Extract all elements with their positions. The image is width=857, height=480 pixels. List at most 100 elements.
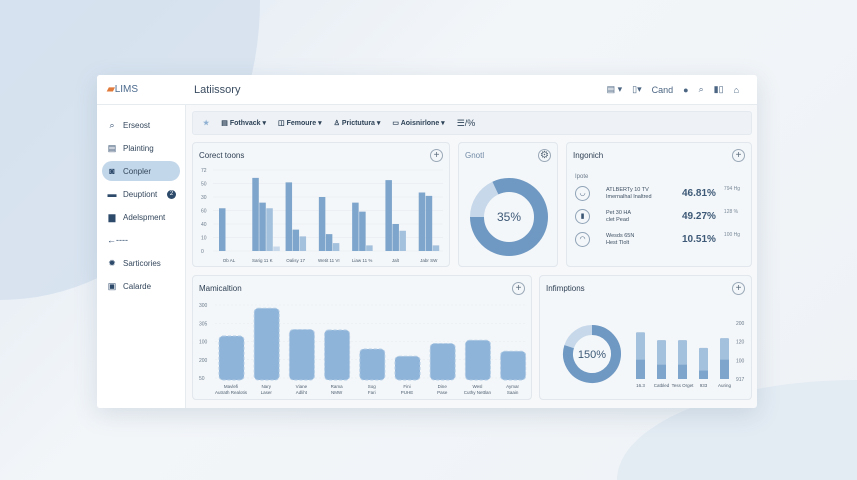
add-button[interactable]: + — [430, 149, 443, 162]
clipboard-icon[interactable]: ▯▾ — [632, 84, 642, 94]
card-corect-toons: Corect toons + 72 50 30 60 40 10 0 Ob AL Sarig 1… — [192, 142, 450, 267]
bar — [324, 329, 351, 381]
sidebar-item-sarticories[interactable]: ✹ Sarticories — [102, 253, 180, 273]
bar — [285, 182, 293, 251]
x-tick-label: Liaw 11 % — [352, 258, 372, 263]
bar — [500, 350, 527, 381]
logo-text: LIMS — [114, 84, 139, 95]
star-icon[interactable]: ★ — [203, 120, 210, 127]
rss-icon: ◙ — [109, 166, 115, 176]
y-tick-label: 100 — [736, 358, 745, 364]
app-window: ▰LIMS Latiissory ▤ ▾ ▯▾ Cand ● ⌕ ▮▯ ⌂ ⌕ E… — [97, 75, 757, 408]
bar — [399, 230, 406, 251]
arrow-left-icon: ←---- — [107, 235, 128, 245]
sidebar-item-label: Erseost — [123, 120, 151, 130]
metric-small: 128 % — [723, 208, 739, 215]
chart-icon[interactable]: ▮▯ — [713, 84, 724, 94]
sidebar: ⌕ Erseost ▤ Plainting ◙ Conpler ▬ Deuptiont 2… — [97, 105, 186, 408]
sidebar-item-plainting[interactable]: ▤ Plainting — [102, 138, 180, 158]
x-tick-label: Sarig 11 K — [252, 258, 273, 263]
bar-segment — [720, 359, 729, 379]
bar — [352, 202, 359, 251]
x-tick-label: Wetit 11 VI — [318, 258, 340, 263]
x-tick-label: Dine — [438, 384, 448, 389]
donut-and-bar-chart: 150% 200 120 100 917 16.3 Catbled Tess Orget 933… — [563, 321, 745, 388]
sidebar-item-label: Deuptiont — [123, 189, 158, 199]
add-button[interactable]: + — [732, 149, 745, 162]
x-tick-label: Laser — [261, 390, 273, 395]
metric-label: Pet 30 HA — [606, 209, 632, 216]
add-button[interactable]: + — [732, 282, 745, 295]
x-tick-label: Oalisy 17 — [286, 258, 305, 263]
x-tick-label: Adliht — [296, 390, 308, 395]
board-icon: ▆ — [108, 211, 116, 222]
x-tick-label: Autrath Realotis — [215, 390, 248, 395]
bar — [325, 234, 333, 251]
toolbar-aoisnirlone[interactable]: ▭ Aoisnirlone ▾ — [392, 120, 445, 127]
bar — [252, 177, 259, 251]
search-icon[interactable]: ⌕ — [698, 84, 704, 94]
document-icon[interactable]: ▤ ▾ — [606, 84, 623, 94]
metric-row: ▮ Pet 30 HA clet Pead 49.27% 128 % — [575, 209, 747, 224]
metric-value: 46.81% — [682, 188, 716, 199]
x-tick-label: 933 — [700, 383, 708, 388]
donut-center-label: 150% — [578, 349, 606, 361]
toolbar: ★ ▤ Fothvack ▾ ◫ Femoure ▾ ♙ Prictutura … — [192, 111, 752, 135]
bar — [366, 245, 373, 251]
x-tick-label: Jalt — [392, 258, 400, 263]
y-tick-label: 10 — [201, 236, 207, 242]
sidebar-item-conpler[interactable]: ◙ Conpler — [102, 161, 180, 181]
y-tick-label: 305 — [199, 321, 208, 327]
user-icon[interactable]: ● — [683, 84, 689, 95]
y-tick-label: 200 — [736, 321, 745, 327]
card-title: Infimptions — [546, 284, 585, 293]
calendar-icon: ▣ — [107, 280, 117, 291]
sidebar-item-label: Plainting — [123, 143, 154, 153]
metric-value: 10.51% — [682, 234, 716, 245]
bar-segment — [636, 359, 645, 379]
home-icon[interactable]: ⌂ — [733, 84, 739, 95]
bar — [429, 343, 456, 381]
y-tick-label: 0 — [201, 249, 204, 255]
header: ▰LIMS Latiissory ▤ ▾ ▯▾ Cand ● ⌕ ▮▯ ⌂ — [97, 75, 757, 105]
bar — [418, 192, 426, 251]
sidebar-item-label: Adelspment — [123, 212, 166, 222]
y-tick-label: 50 — [199, 376, 205, 382]
mail-icon: ▬ — [107, 189, 117, 199]
bar — [266, 208, 273, 251]
bar — [394, 355, 421, 381]
settings-button[interactable]: ⚙ — [538, 149, 551, 162]
gauge-icon: ◡ — [575, 186, 590, 201]
bar — [392, 224, 399, 251]
bar-chart-icon: ▮ — [575, 209, 590, 224]
add-button[interactable]: + — [512, 282, 525, 295]
bar — [464, 339, 491, 381]
card-gnotl: Gnotl ⚙ 35% — [458, 142, 558, 267]
y-tick-label: 50 — [201, 182, 207, 188]
sidebar-item-calarde[interactable]: ▣ Calarde — [102, 276, 180, 296]
notification-badge: 2 — [167, 189, 176, 199]
bar-segment — [678, 364, 687, 379]
toolbar-label: Aoisnirlone — [400, 120, 440, 127]
x-tick-label: Sog — [368, 384, 377, 389]
bar — [385, 180, 392, 251]
toolbar-prictutura[interactable]: ♙ Prictutura ▾ — [333, 120, 381, 127]
sidebar-collapse[interactable]: ←---- — [102, 230, 180, 250]
bar — [318, 197, 326, 251]
sidebar-item-deuptiont[interactable]: ▬ Deuptiont 2 — [102, 184, 180, 204]
page-title: Latiissory — [194, 83, 241, 96]
x-tick-label: Fini — [403, 384, 410, 389]
toolbar-fothvack[interactable]: ▤ Fothvack ▾ — [221, 120, 267, 127]
card-ingonich: Ingonich + Ipote ◡ ATLBERTy 10 TV Imernalh… — [566, 142, 752, 267]
card-mamicaltion: Mamicaltion + 300 305 100 200 50 Mavlefi Autra… — [192, 275, 532, 400]
logo[interactable]: ▰LIMS — [107, 84, 139, 95]
sidebar-item-adelspment[interactable]: ▆ Adelspment — [102, 207, 180, 227]
toolbar-femoure[interactable]: ◫ Femoure ▾ — [278, 120, 322, 127]
bar-segment — [699, 370, 708, 379]
bar — [218, 335, 245, 381]
toolbar-filter[interactable]: ☰/% — [456, 117, 476, 128]
sidebar-item-erseost[interactable]: ⌕ Erseost — [102, 115, 180, 135]
user-menu[interactable]: Cand — [651, 84, 674, 95]
sidebar-item-label: Sarticories — [123, 258, 161, 268]
